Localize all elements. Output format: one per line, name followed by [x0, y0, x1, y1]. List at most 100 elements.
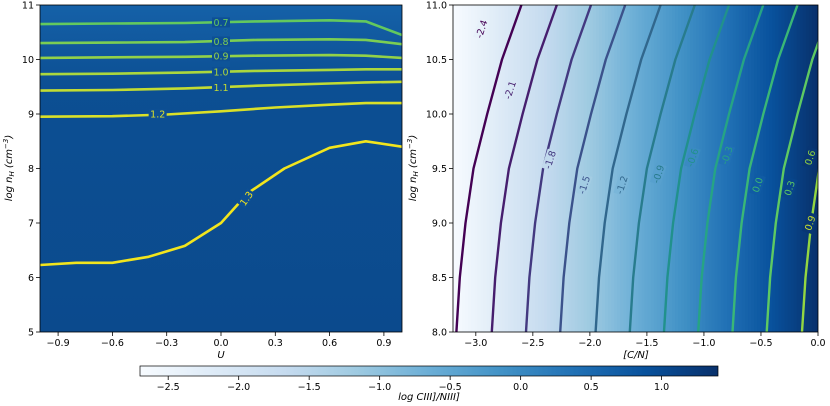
background-strip [501, 5, 506, 332]
contour-label-gap [212, 36, 230, 47]
background-strip [529, 5, 533, 332]
background-strip [808, 5, 813, 332]
right-y-axis-label: log nH (cm−3) [406, 135, 420, 202]
contour-label-text: 1.0 [213, 67, 228, 78]
contour-label-text: -1.2 [615, 175, 631, 196]
background-strip [486, 5, 491, 332]
x-tick-label: −2.0 [578, 338, 601, 349]
contour-label-text: -1.5 [577, 175, 593, 196]
contour-label-text: 0.3 [783, 179, 798, 197]
background-strip [763, 5, 767, 332]
contour-line [490, 5, 558, 332]
contour-label-gap [212, 51, 230, 62]
background-strip [632, 5, 637, 332]
y-tick-label: 9.5 [432, 164, 447, 175]
x-tick-label: −0.6 [101, 338, 124, 349]
x-tick-label: −0.3 [155, 338, 178, 349]
background-strip [751, 5, 755, 332]
contour-line [559, 5, 627, 332]
background-strip [638, 5, 643, 332]
background-strip [723, 5, 728, 332]
contour-line [800, 167, 818, 332]
background-strip [556, 5, 561, 332]
background-strip [796, 5, 801, 332]
contour-line [40, 101, 402, 118]
contour-line [455, 5, 523, 332]
background-strip [681, 5, 685, 332]
x-tick-label: −2.5 [521, 338, 544, 349]
background-strip [474, 5, 478, 332]
contour-label-text: -0.6 [685, 147, 701, 168]
contour-label-gap [212, 17, 230, 28]
contour-label: 0.9 [803, 214, 818, 232]
background-strip [672, 5, 676, 332]
contour-label: 0.0 [751, 176, 766, 194]
right-contour-panel: -2.4 -2.1 -1.8 -1.5 -1.2 -0.9 -0.6 -0.3 0.0 0.3 0.… [406, 1, 826, 362]
background-strip [489, 5, 494, 332]
colorbar-tick-label: −1.5 [298, 382, 321, 393]
contour-label: -1.2 [615, 175, 631, 196]
contour-label-text: 0.0 [751, 176, 766, 194]
background-strip [784, 5, 789, 332]
contour-label: 1.1 [213, 83, 228, 94]
background-strip [602, 5, 606, 332]
x-tick-label: −1.5 [635, 338, 658, 349]
background-strip [456, 5, 460, 332]
contour-label-text: -0.3 [720, 145, 736, 166]
contour-label-gap [801, 146, 819, 169]
contour-line [628, 5, 696, 332]
background-strip [702, 5, 707, 332]
colorbar-tick-label: −0.5 [439, 382, 462, 393]
contour-label-text: -2.4 [474, 19, 490, 40]
background-strip [595, 5, 600, 332]
contour-label: -2.4 [474, 19, 490, 40]
x-tick-label: 0.3 [268, 338, 283, 349]
background-strip [605, 5, 609, 332]
background-strip [465, 5, 469, 332]
background-strip [626, 5, 631, 332]
x-tick-label: 0.6 [322, 338, 337, 349]
y-tick-label: 8.5 [432, 273, 447, 284]
contour-label-gap [212, 67, 230, 78]
contour-label-gap [575, 173, 593, 197]
background-strip [599, 5, 603, 332]
background-strip [732, 5, 737, 332]
contour-label: -1.8 [543, 150, 559, 171]
contour-label: -2.1 [503, 80, 519, 101]
background-strip [690, 5, 694, 332]
colorbar-tick-label: 0.0 [513, 382, 528, 393]
background-strip [614, 5, 618, 332]
background-strip [565, 5, 570, 332]
colorbar-tick-label: −1.0 [368, 382, 391, 393]
contour-label-gap [237, 188, 256, 209]
background-strip [675, 5, 679, 332]
background-strip [522, 5, 527, 332]
contour-label: 0.7 [213, 18, 228, 29]
background-strip [562, 5, 567, 332]
left-contour-lines [40, 19, 402, 267]
background-strip [586, 5, 591, 332]
contour-label-gap [649, 162, 667, 186]
background-strip [802, 5, 807, 332]
contour-label: 0.9 [213, 52, 228, 63]
background-strip [568, 5, 573, 332]
background-strip [693, 5, 697, 332]
y-tick-label: 9 [28, 110, 34, 121]
contour-label-gap [718, 144, 736, 167]
colorbar-tick-label: 0.5 [584, 382, 599, 393]
background-strip [577, 5, 582, 332]
background-strip [705, 5, 710, 332]
contour-label-text: 1.1 [213, 83, 228, 94]
background-strip [510, 5, 515, 332]
background-strip [717, 5, 722, 332]
contour-line [40, 140, 402, 267]
background-strip [495, 5, 500, 332]
background-strip [641, 5, 646, 332]
background-strip [735, 5, 740, 332]
contour-line [40, 68, 402, 76]
left-x-axis-label: U [217, 350, 225, 361]
background-strip [741, 5, 746, 332]
background-strip [787, 5, 792, 332]
background-strip [477, 5, 481, 332]
background-strip [535, 5, 539, 332]
